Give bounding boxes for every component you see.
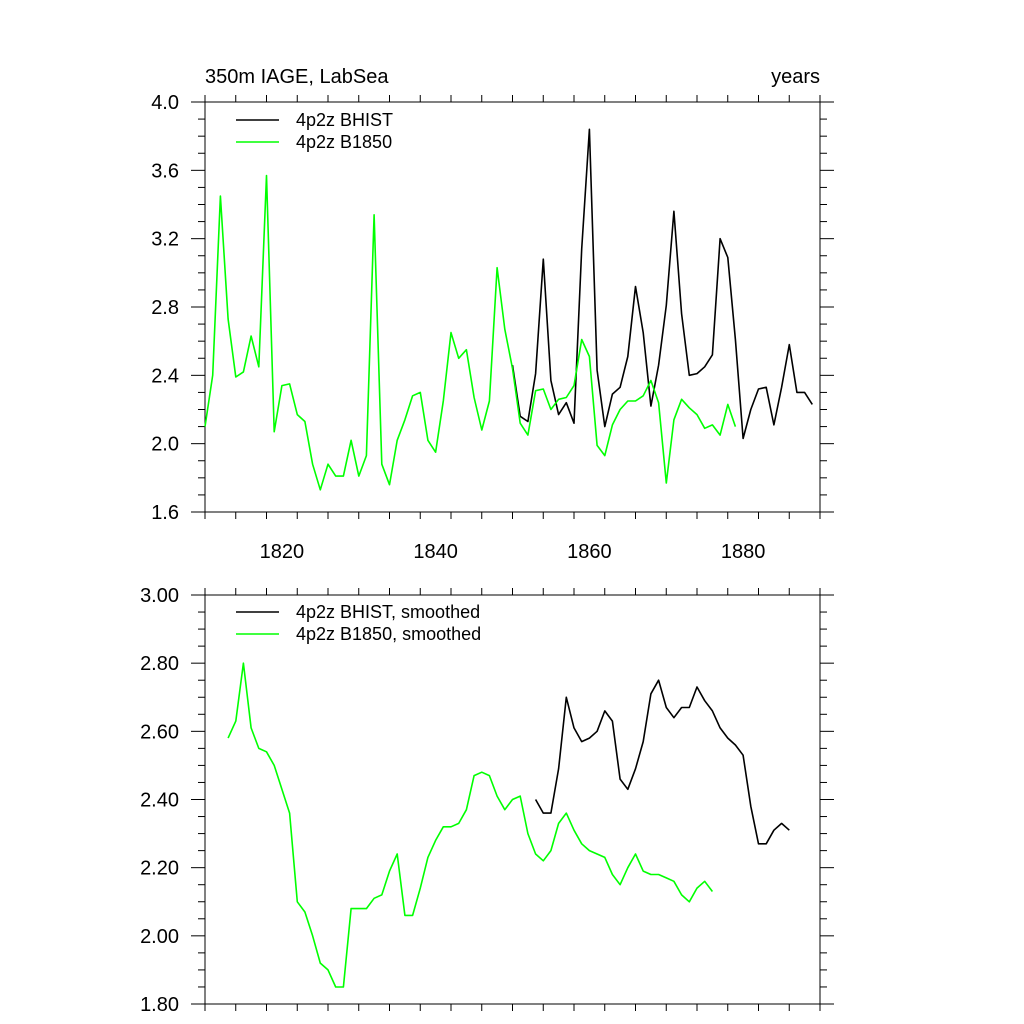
y-tick-label: 3.00 <box>140 585 179 607</box>
y-tick-label: 2.20 <box>140 858 179 880</box>
y-tick-label: 2.4 <box>151 365 179 387</box>
legend-label: 4p2z B1850, smoothed <box>296 624 481 644</box>
x-tick-label: 1840 <box>413 541 458 563</box>
x-tick-label: 1860 <box>567 541 612 563</box>
panel-bottom: 1.80 2.00 2.20 2.40 2.60 2.80 3.00 4p2z BHIST, … <box>140 585 834 1016</box>
y-tick-label: 1.6 <box>151 502 179 524</box>
series-line-bhist <box>534 679 790 845</box>
series-line-bhist <box>511 128 813 440</box>
legend-label: 4p2z BHIST, smoothed <box>296 602 480 622</box>
y-tick-label: 2.80 <box>140 653 179 675</box>
y-tick-label: 1.80 <box>140 994 179 1016</box>
y-tick-label: 2.0 <box>151 434 179 456</box>
plot-frame <box>204 101 821 513</box>
series-line-b1850 <box>204 174 737 491</box>
x-tick-label: 1820 <box>260 541 305 563</box>
x-tick-label: 1880 <box>721 541 766 563</box>
panel-top-title-right: years <box>771 66 820 88</box>
y-tick-label: 2.60 <box>140 721 179 743</box>
y-tick-label: 4.0 <box>151 92 179 114</box>
panel-top-title-left: 350m IAGE, LabSea <box>205 66 389 88</box>
y-tick-label: 2.8 <box>151 297 179 319</box>
legend-label: 4p2z B1850 <box>296 132 392 152</box>
series-line-b1850 <box>227 662 714 988</box>
panel-top: 350m IAGE, LabSea years 1820 1840 1860 1880… <box>151 66 834 563</box>
y-tick-label: 3.2 <box>151 229 179 251</box>
y-tick-label: 3.6 <box>151 160 179 182</box>
legend-label: 4p2z BHIST <box>296 110 393 130</box>
y-tick-label: 2.00 <box>140 926 179 948</box>
y-tick-label: 2.40 <box>140 790 179 812</box>
